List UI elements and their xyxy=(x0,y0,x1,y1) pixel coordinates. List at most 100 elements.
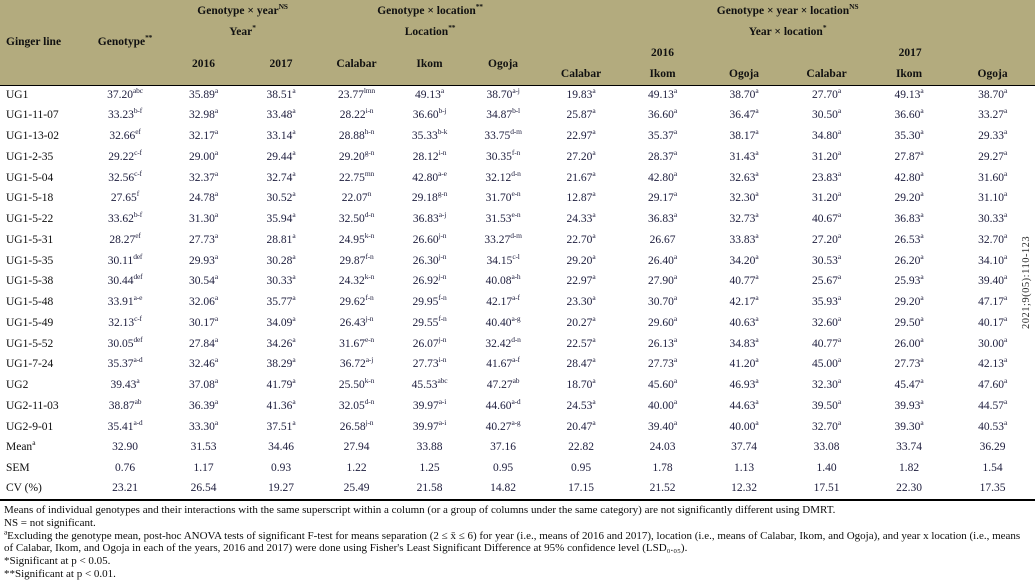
value-cell: 30.52a xyxy=(266,189,296,205)
value-cell: 40.63a xyxy=(729,314,759,329)
value-cell: 33.27a xyxy=(978,106,1008,122)
table-header: Ginger line Genotype** Genotype × yearNS… xyxy=(0,0,1035,85)
value-cell: 30.17a xyxy=(188,314,218,329)
value-cell: 40.00a xyxy=(729,417,759,433)
row-label: SEM xyxy=(6,462,30,475)
value-cell: 33.48a xyxy=(266,106,296,122)
value-cell: 30.54a xyxy=(188,272,218,288)
footnote: *Significant at p < 0.05. xyxy=(4,555,111,568)
value-cell: 28.22i-n xyxy=(339,106,374,122)
value-cell: 0.95 xyxy=(570,462,592,475)
value-cell: 36.60b-j xyxy=(412,106,447,122)
row-label: UG1-2-35 xyxy=(6,150,54,163)
value-cell: 26.53a xyxy=(894,231,924,246)
value-cell: 27.20a xyxy=(812,231,842,246)
value-cell: 22.07n xyxy=(341,189,372,205)
value-cell: 32.56c-f xyxy=(108,168,142,184)
value-cell: 31.70e-n xyxy=(485,189,521,205)
value-cell: 38.70a xyxy=(729,86,759,101)
value-cell: 40.00a xyxy=(648,397,678,412)
value-cell: 27.73a xyxy=(648,355,678,371)
subgroup-sup: * xyxy=(822,23,827,33)
value-cell: 38.17a xyxy=(729,127,759,143)
table-row: UG2 39.43a 37.08a 41.79a 25.50k-n 45.53abc 47.… xyxy=(0,376,1035,397)
table-row: UG1-5-52 30.05def 27.84a 34.26a 31.67e-n 26.0… xyxy=(0,334,1035,355)
row-label: UG1-5-52 xyxy=(6,337,54,350)
value-cell: 26.20a xyxy=(894,251,924,267)
row-label: UG1-11-07 xyxy=(6,109,59,122)
value-cell: 1.17 xyxy=(193,462,214,475)
header-location: Location** xyxy=(320,22,541,43)
value-cell: 27.20a xyxy=(566,148,596,163)
table-body: UG1 37.20abc 35.89a 38.51a 23.77lmn 49.13a 38.… xyxy=(0,85,1035,500)
value-cell: 24.78a xyxy=(188,189,218,205)
value-cell: 44.57a xyxy=(978,397,1008,412)
value-cell: 33.74 xyxy=(896,441,922,454)
value-cell: 33.62b-f xyxy=(107,210,143,226)
value-cell: 45.60a xyxy=(648,376,678,392)
value-cell: 31.43a xyxy=(729,148,759,163)
value-cell: 30.44def xyxy=(107,272,143,288)
table-row: UG1 37.20abc 35.89a 38.51a 23.77lmn 49.13a 38.… xyxy=(0,85,1035,106)
value-cell: 39.97a-i xyxy=(412,417,447,433)
table-row: UG1-5-48 33.91a-e 32.06a 35.77a 29.62f-n 29.9… xyxy=(0,293,1035,314)
value-cell: 40.40a-g xyxy=(485,314,521,329)
value-cell: 26.00a xyxy=(894,334,924,350)
value-cell: 28.81a xyxy=(266,231,296,246)
col-header-2017-ikom: Ikom xyxy=(868,64,951,85)
footnote: **Significant at p < 0.01. xyxy=(4,567,116,580)
value-cell: 31.30a xyxy=(188,210,218,226)
value-cell: 29.20a xyxy=(894,189,924,205)
value-cell: 39.43a xyxy=(110,376,140,392)
value-cell: 33.08 xyxy=(813,441,840,454)
value-cell: 35.37a-d xyxy=(107,355,143,371)
value-cell: 17.15 xyxy=(568,482,594,495)
value-cell: 28.88h-n xyxy=(338,127,375,143)
row-label: Meana xyxy=(6,438,36,454)
value-cell: 36.47a xyxy=(729,106,759,122)
value-cell: 26.43j-n xyxy=(339,314,374,329)
value-cell: 39.50a xyxy=(812,397,842,412)
value-cell: 32.50d-n xyxy=(338,210,375,226)
value-cell: 45.53abc xyxy=(411,376,448,392)
header-group-genotype-location: Genotype × location** xyxy=(320,0,541,22)
value-cell: 24.03 xyxy=(649,441,676,454)
value-cell: 32.37a xyxy=(188,168,218,184)
value-cell: 32.74a xyxy=(266,168,296,184)
value-cell: 39.40a xyxy=(648,417,678,433)
value-cell: 1.54 xyxy=(982,462,1003,475)
value-cell: 33.75d-m xyxy=(484,127,522,143)
year-group-2016: 2016 xyxy=(540,43,786,64)
value-cell: 27.70a xyxy=(812,86,842,101)
value-cell: 45.47a xyxy=(894,376,924,392)
value-cell: 27.73i-n xyxy=(412,355,447,371)
value-cell: 31.53 xyxy=(190,441,217,454)
value-cell: 33.30a xyxy=(188,417,218,433)
value-cell: 32.63a xyxy=(729,168,759,184)
value-cell: 1.22 xyxy=(346,462,367,475)
group-title: Genotype × location xyxy=(377,4,476,17)
table-row: CV (%) 23.21 26.54 19.27 25.49 21.58 14.82 17.1… xyxy=(0,479,1035,500)
value-cell: 47.60a xyxy=(978,376,1008,392)
value-cell: 21.58 xyxy=(416,482,443,495)
value-cell: 28.27ef xyxy=(109,231,141,246)
value-cell: 40.67a xyxy=(812,210,842,226)
value-cell: 22.30 xyxy=(896,482,922,495)
value-cell: 22.97a xyxy=(566,272,596,288)
value-cell: 36.60a xyxy=(894,106,924,122)
table-row: UG1-5-04 32.56c-f 32.37a 32.74a 22.75mn 42.80… xyxy=(0,168,1035,189)
value-cell: 22.70a xyxy=(566,231,596,246)
value-cell: 29.20g-n xyxy=(338,148,375,163)
value-cell: 34.09a xyxy=(266,314,296,329)
group-title-sup: NS xyxy=(278,1,288,11)
value-cell: 40.53a xyxy=(978,417,1008,433)
value-cell: 32.73a xyxy=(729,210,759,226)
value-cell: 36.83a xyxy=(648,210,678,226)
value-cell: 35.93a xyxy=(812,293,842,309)
group-title-sup: NS xyxy=(849,1,859,11)
value-cell: 26.92j-n xyxy=(412,272,447,288)
group-title: Genotype × year × location xyxy=(716,4,850,17)
table-row: UG1-5-35 30.11def 29.93a 30.28a 29.87f-n 26.3… xyxy=(0,251,1035,272)
year-group-2017: 2017 xyxy=(785,43,1035,64)
value-cell: 30.33a xyxy=(978,210,1008,226)
